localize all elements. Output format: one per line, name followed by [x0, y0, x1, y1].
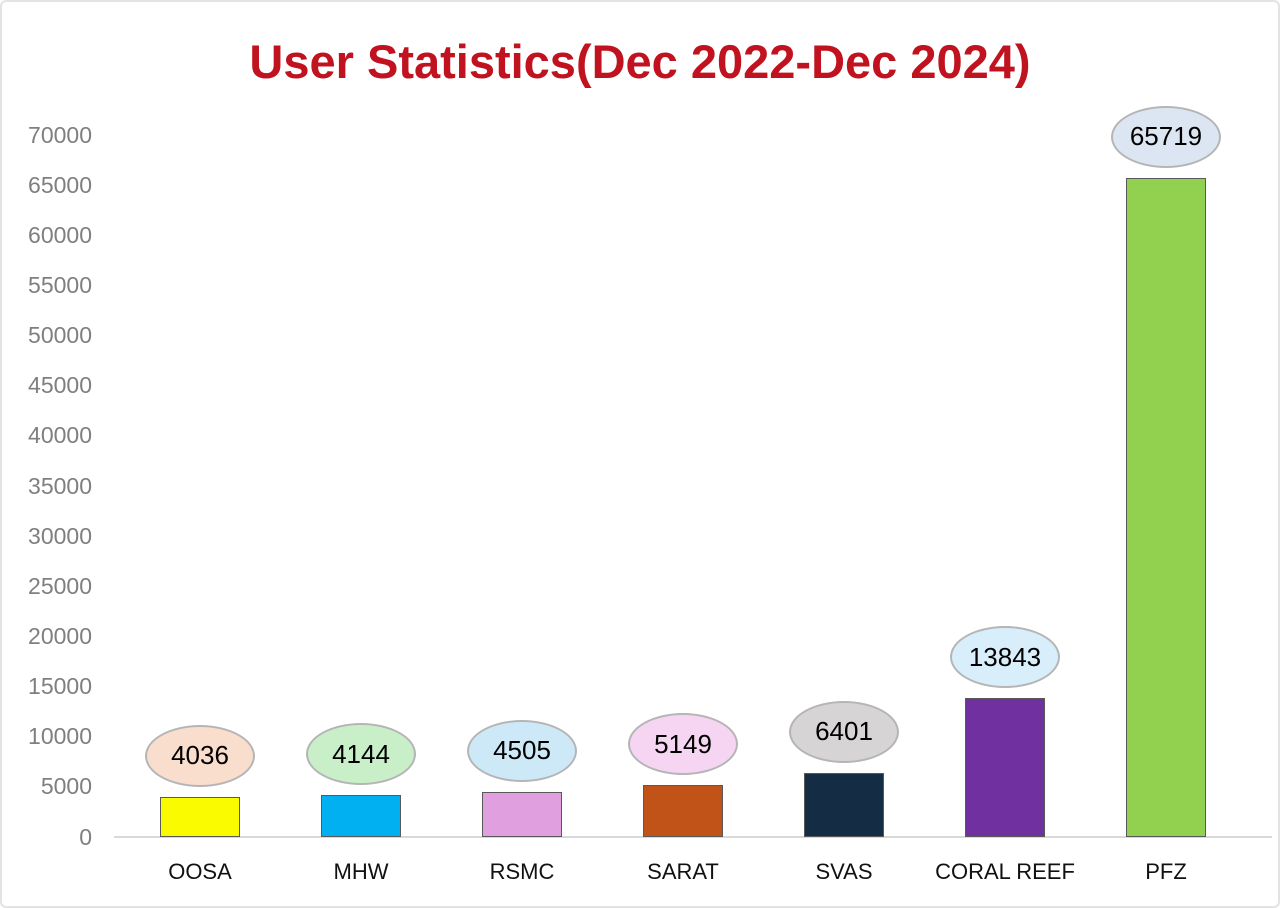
bar-oosa	[160, 796, 240, 837]
value-callout: 4505	[467, 719, 577, 782]
y-axis-tick-label: 5000	[40, 773, 92, 800]
chart-title: User Statistics(Dec 2022-Dec 2024)	[249, 35, 1031, 88]
bar-pfz	[1126, 177, 1206, 837]
x-axis-category-label: OOSA	[168, 859, 232, 884]
y-axis-tick-label: 45000	[28, 372, 92, 399]
bar-rsmc	[482, 791, 562, 837]
y-axis-tick-label: 20000	[28, 622, 92, 649]
y-axis-tick-label: 25000	[28, 572, 92, 599]
value-callout: 65719	[1111, 105, 1221, 168]
bar-mhw	[321, 795, 401, 837]
y-axis-tick-label: 35000	[28, 472, 92, 499]
y-axis-tick-label: 65000	[28, 171, 92, 198]
y-axis-tick-label: 40000	[28, 422, 92, 449]
y-axis-tick-label: 15000	[28, 673, 92, 700]
y-axis-tick-label: 70000	[28, 121, 92, 148]
x-axis-category-label: RSMC	[489, 859, 555, 884]
bar-coral-reef	[965, 698, 1045, 837]
value-callout: 4144	[306, 723, 416, 786]
x-axis-category-label: PFZ	[1145, 859, 1187, 884]
y-axis-tick-label: 60000	[28, 221, 92, 248]
y-axis-tick-label: 10000	[28, 723, 92, 750]
y-axis-tick-label: 30000	[28, 522, 92, 549]
value-callout: 6401	[789, 700, 899, 763]
y-axis-tick-label: 50000	[28, 322, 92, 349]
value-callout: 4036	[145, 724, 255, 787]
x-axis-category-label: SVAS	[815, 859, 873, 884]
x-axis-category-label: MHW	[333, 859, 389, 884]
value-callout: 13843	[950, 626, 1060, 689]
bar-sarat	[643, 785, 723, 837]
x-axis-category-label: CORAL REEF	[935, 859, 1075, 884]
y-axis-tick-label: 55000	[28, 271, 92, 298]
bar-svas	[804, 772, 884, 837]
x-axis-line	[114, 836, 1272, 838]
value-callout: 5149	[628, 713, 738, 776]
y-axis-tick-label: 0	[79, 823, 92, 850]
x-axis-category-label: SARAT	[647, 859, 719, 884]
